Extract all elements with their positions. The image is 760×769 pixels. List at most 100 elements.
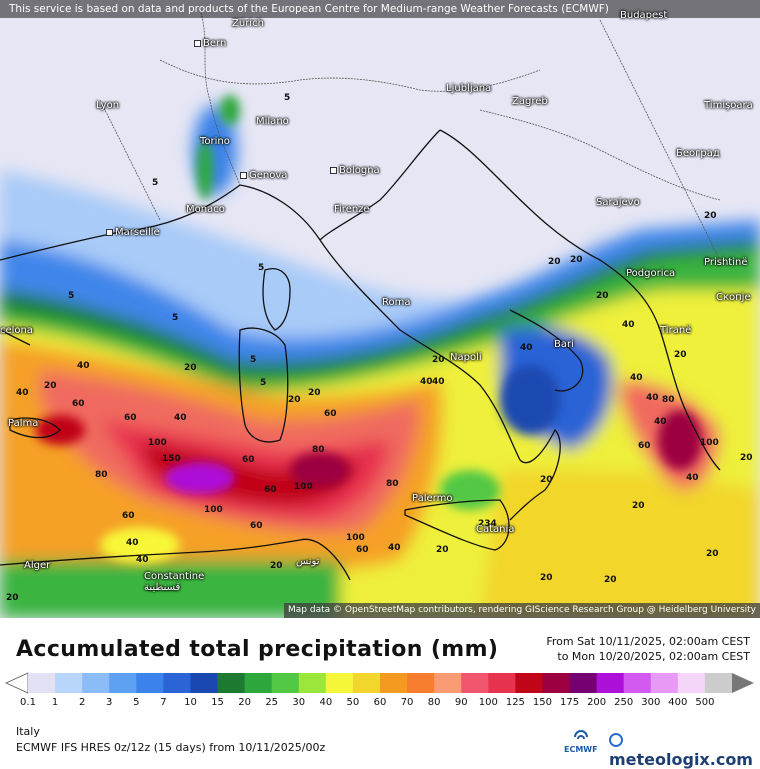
legend-tick-label: 90: [454, 697, 468, 708]
map-canvas: 5 5 5 5 5 5 5 20 20 20 20 20 20 40 40 40…: [0, 0, 760, 618]
legend-labels: 0.1 1 2 3 5 7 10 15 20 25 30 40 50 60 70 80 90 100 125 150 1…: [0, 697, 760, 711]
legend-bar: [5, 672, 754, 694]
isoline-label: 100: [148, 438, 167, 448]
city-label: Ljubljana: [446, 83, 492, 94]
legend-swatch: [569, 673, 598, 693]
precip-field: [0, 105, 760, 618]
ecmwf-text: ECMWF: [564, 745, 598, 754]
city-label: Podgorica: [626, 268, 676, 279]
legend-tick-label: 200: [587, 697, 607, 708]
isoline-label: 5: [258, 263, 264, 273]
period-to: to Mon 10/20/2025, 02:00am CEST: [557, 650, 750, 663]
isoline-label: 40: [126, 538, 139, 548]
city-label: Tiranë: [660, 325, 692, 336]
city-label: Catania: [476, 524, 515, 535]
city-label: Genova: [240, 170, 287, 181]
model-info: ECMWF IFS HRES 0z/12z (15 days) from 10/…: [16, 741, 326, 754]
isoline-labels: 5 5 5 5 5 5 5 20 20 20 20 20 20 40 40 40…: [6, 93, 753, 603]
legend-swatch: [244, 673, 273, 693]
isoline-label: 234: [478, 519, 497, 529]
ecmwf-logo[interactable]: ECMWF: [562, 730, 604, 758]
isoline-label: 100: [346, 533, 365, 543]
isoline-label: 20: [308, 388, 321, 398]
isoline-label: 40: [77, 361, 90, 371]
isoline-label: 5: [172, 313, 178, 323]
legend-tick-label: 25: [265, 697, 279, 708]
legend-swatch: [677, 673, 706, 693]
city-label: Prishtinë: [704, 257, 748, 268]
city-marker: [240, 171, 247, 179]
legend-tick-label: 3: [106, 697, 113, 708]
isoline-label: 60: [242, 455, 255, 465]
isoline-label: 60: [250, 521, 263, 531]
legend-swatch: [271, 673, 300, 693]
city-label: celona: [0, 325, 34, 336]
isoline-label: 20: [596, 291, 609, 301]
city-label: Palma: [8, 418, 39, 429]
isoline-label: 20: [184, 363, 197, 373]
legend-tick-label: 400: [668, 697, 688, 708]
coastlines: [0, 129, 721, 581]
city-label: Bologna: [330, 165, 380, 176]
chart-title: Accumulated total precipitation (mm): [16, 637, 499, 662]
isoline-label: 60: [264, 485, 277, 495]
ecmwf-notice: This service is based on data and produc…: [0, 0, 760, 18]
city-label: Budapest: [620, 10, 668, 21]
legend-swatch: [298, 673, 327, 693]
borders: [99, 9, 721, 261]
isoline-label: 80: [95, 470, 108, 480]
isoline-label: 20: [740, 453, 753, 463]
city-label: Napoli: [450, 352, 482, 363]
legend-tick-label: 60: [373, 697, 387, 708]
city-marker: [330, 166, 337, 174]
period-from: From Sat 10/11/2025, 02:00am CEST: [546, 635, 750, 648]
legend-tick-label: 1: [51, 697, 59, 708]
legend-tick-label: 125: [505, 697, 525, 708]
city-label: Bari: [554, 339, 574, 350]
legend-tick-label: 50: [346, 697, 360, 708]
city-label: Alger: [24, 560, 51, 571]
city-label: Marseille: [106, 227, 160, 238]
isoline-label: 40: [646, 393, 659, 403]
legend-tick-label: 7: [160, 697, 167, 708]
isoline-label: 80: [662, 395, 675, 405]
isoline-label: 40: [432, 377, 445, 387]
city-label: تونس: [296, 556, 320, 567]
legend-tick-label: 10: [184, 697, 197, 708]
city-label: Bern: [194, 38, 226, 49]
legend-swatch: [542, 673, 571, 693]
city-label: Torino: [200, 136, 230, 147]
isoline-label: 20: [570, 255, 583, 265]
meteologix-logo[interactable]: meteologix.com: [609, 731, 760, 769]
isoline-label: 20: [706, 549, 719, 559]
isoline-label: 60: [72, 399, 85, 409]
city-label: Sarajevo: [596, 197, 640, 208]
isoline-label: 100: [294, 482, 313, 492]
isoline-label: 80: [386, 479, 399, 489]
legend-swatch: [650, 673, 679, 693]
city-label: Београд: [676, 148, 720, 159]
isoline-label: 40: [654, 417, 667, 427]
legend-tick-label: 2: [78, 697, 86, 708]
legend-swatch: [434, 673, 462, 693]
legend-tick-label: 15: [211, 697, 224, 708]
region-label: Italy: [16, 725, 40, 738]
city-label: Zürich: [232, 18, 264, 29]
legend-swatch: [407, 673, 435, 693]
precipitation-map[interactable]: 5 5 5 5 5 5 5 20 20 20 20 20 20 40 40 40…: [0, 0, 760, 618]
city-label: Скопје: [716, 292, 751, 303]
isoline-label: 40: [174, 413, 187, 423]
isoline-label: 60: [638, 441, 651, 451]
legend-swatch: [515, 673, 543, 693]
isoline-label: 5: [152, 178, 158, 188]
city-label: Timişoara: [704, 100, 753, 111]
legend-swatch: [136, 673, 164, 693]
city-label: Lyon: [96, 100, 120, 111]
legend-tick-label: 80: [427, 697, 441, 708]
isoline-label: 40: [136, 555, 149, 565]
legend-swatch: [109, 673, 137, 693]
meteologix-icon: [609, 733, 623, 747]
legend-arrow-right: [732, 673, 754, 693]
isoline-label: 60: [122, 511, 135, 521]
city-label: Firenze: [334, 204, 370, 215]
